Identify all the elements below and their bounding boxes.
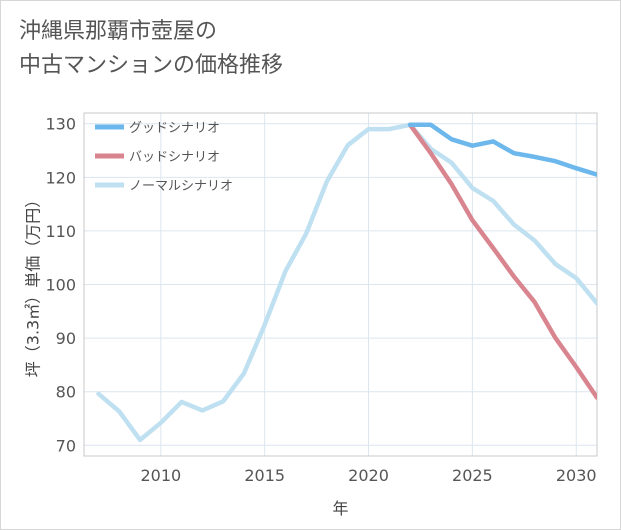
x-tick-label-2015: 2015 xyxy=(244,466,285,485)
legend-label-normal: ノーマルシナリオ xyxy=(129,179,233,194)
x-tick-label-2010: 2010 xyxy=(140,466,181,485)
y-tick-label-110: 110 xyxy=(45,222,76,241)
y-tick-label-100: 100 xyxy=(45,276,76,295)
x-tick-label-2025: 2025 xyxy=(452,466,493,485)
legend-label-bad: バッドシナリオ xyxy=(129,150,220,165)
x-tick-label-2030: 2030 xyxy=(556,466,597,485)
legend-label-good: グッドシナリオ xyxy=(129,121,220,136)
y-tick-label-130: 130 xyxy=(45,115,76,134)
plot-area-frame xyxy=(83,112,598,457)
y-tick-label-80: 80 xyxy=(56,383,76,402)
chart-title-line-1: 沖縄県那覇市壺屋の xyxy=(19,19,218,44)
x-axis-title: 年 xyxy=(332,499,348,518)
series-layer xyxy=(96,122,597,443)
y-tick-label-90: 90 xyxy=(56,329,76,348)
y-axis-title: 坪（3.3㎡）単価（万円） xyxy=(24,192,43,377)
y-tick-label-120: 120 xyxy=(45,168,76,187)
series-line-good xyxy=(407,122,597,177)
y-tick-label-70: 70 xyxy=(56,436,76,455)
chart-title: 沖縄県那覇市壺屋の 中古マンションの価格推移 xyxy=(19,15,283,83)
tick-labels: 2010 2015 2020 2025 2030 70 80 90 100 110 120 130 xyxy=(45,115,596,485)
series-line-bad xyxy=(407,122,597,400)
x-tick-label-2020: 2020 xyxy=(348,466,389,485)
chart-title-line-2: 中古マンションの価格推移 xyxy=(19,53,284,78)
grid xyxy=(84,113,597,456)
series-line-normal xyxy=(96,122,597,443)
